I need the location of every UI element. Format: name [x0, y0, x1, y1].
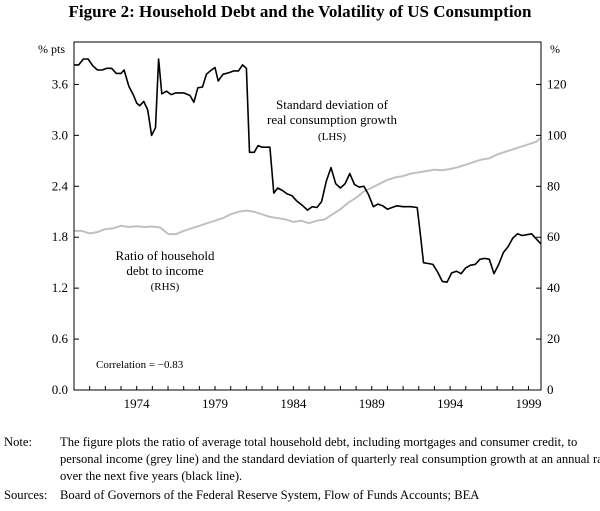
- series-layer: [74, 58, 542, 283]
- left-tick-label: 0.0: [52, 382, 68, 397]
- note-label: Note:: [4, 435, 32, 449]
- right-tick-label: 60: [547, 229, 560, 244]
- left-axis-unit: % pts: [38, 42, 65, 56]
- x-tick-label: 1999: [515, 396, 541, 411]
- left-tick-label: 3.0: [52, 127, 68, 142]
- correlation-annotation: Correlation = −0.83: [96, 359, 184, 371]
- x-tick-label: 1984: [280, 396, 307, 411]
- chart: 0.0 0.6 1.2 1.8 2.4 3.0 3.6 0 20 40 60 80 100 120 1974…: [38, 41, 567, 411]
- left-tick-label: 2.4: [52, 178, 69, 193]
- left-tick-label: 3.6: [52, 76, 69, 91]
- lhs-series-label-line2: real consumption growth: [267, 112, 397, 127]
- right-tick-label: 20: [547, 331, 560, 346]
- sources-label: Sources:: [4, 488, 48, 502]
- right-tick-label: 80: [547, 178, 560, 193]
- plot-frame: [73, 41, 542, 391]
- rhs-series-label-line3: (RHS): [151, 281, 180, 293]
- ticks-layer: 0.0 0.6 1.2 1.8 2.4 3.0 3.6 0 20 40 60 80 100 120 1974…: [52, 76, 567, 411]
- right-axis-unit: %: [550, 42, 560, 56]
- left-tick-label: 1.8: [52, 229, 68, 244]
- x-tick-label: 1974: [124, 396, 151, 411]
- note-text: The figure plots the ratio of average to…: [60, 435, 600, 483]
- right-tick-label: 40: [547, 280, 560, 295]
- x-tick-label: 1994: [437, 396, 464, 411]
- right-tick-label: 100: [547, 127, 567, 142]
- consumption-volatility-line: [74, 58, 542, 283]
- household-debt-ratio-line: [74, 137, 542, 236]
- lhs-series-label-line3: (LHS): [318, 131, 346, 143]
- right-tick-label: 0: [547, 382, 554, 397]
- left-tick-label: 0.6: [52, 331, 69, 346]
- lhs-series-label-line1: Standard deviation of: [276, 97, 389, 112]
- sources-text: Board of Governors of the Federal Reserv…: [60, 488, 480, 502]
- rhs-series-label-line2: debt to income: [126, 263, 203, 278]
- x-tick-label: 1979: [202, 396, 228, 411]
- rhs-series-label-line1: Ratio of household: [116, 248, 215, 263]
- right-tick-label: 120: [547, 76, 567, 91]
- x-tick-label: 1989: [359, 396, 385, 411]
- left-tick-label: 1.2: [52, 280, 68, 295]
- figure-title: Figure 2: Household Debt and the Volatil…: [68, 2, 532, 21]
